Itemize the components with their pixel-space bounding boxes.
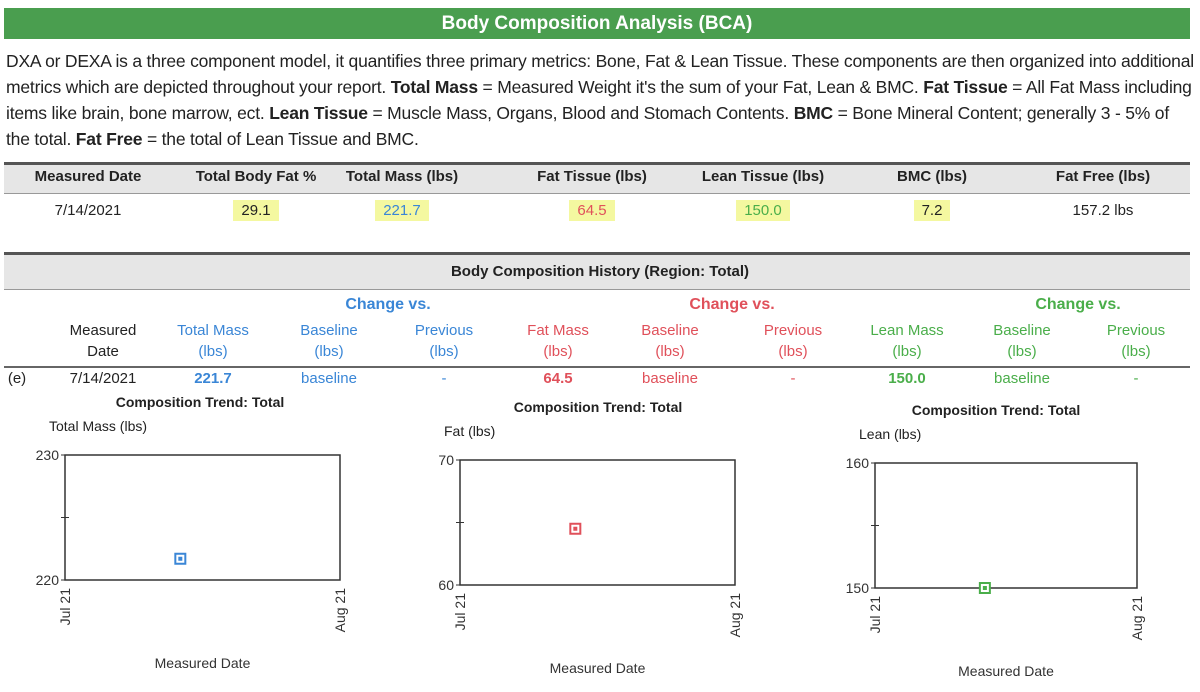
data-point: [978, 582, 991, 594]
history-divider: [4, 366, 1190, 368]
change-vs-label: Change vs.: [1035, 296, 1121, 313]
summary-value: 157.2 lbs: [1072, 202, 1134, 219]
summary-value: 29.1: [233, 200, 279, 221]
history-col-unit: (lbs): [543, 343, 573, 360]
data-point-center: [573, 526, 578, 531]
plot-frame: [874, 462, 1138, 589]
history-col-header: Previous: [414, 322, 474, 339]
history-value: 221.7: [194, 370, 232, 387]
intro-paragraph: DXA or DEXA is a three component model, …: [6, 48, 1196, 152]
data-point: [569, 522, 582, 535]
y-tick-label: 230: [36, 447, 60, 463]
x-tick-label: Aug 21: [332, 588, 348, 633]
report-title: Body Composition Analysis (BCA): [4, 8, 1190, 39]
data-point: [174, 552, 187, 565]
x-tick-label: Aug 21: [727, 593, 743, 638]
x-tick-label: Jul 21: [452, 593, 468, 631]
history-col-header: Lean Mass: [870, 322, 944, 339]
summary-col-header: Fat Tissue (lbs): [537, 168, 647, 185]
data-point-center: [982, 586, 987, 590]
x-axis-label: Measured Date: [550, 660, 646, 676]
plot-frame: [64, 454, 341, 581]
x-axis-label: Measured Date: [958, 663, 1054, 679]
y-tick-label: 70: [438, 452, 454, 468]
chart-title: Composition Trend: Total: [911, 402, 1081, 418]
date-label: Date: [87, 343, 119, 360]
history-col-unit: (lbs): [655, 343, 685, 360]
history-col-unit: (lbs): [198, 343, 228, 360]
history-col-unit: (lbs): [1007, 343, 1037, 360]
history-title: Body Composition History (Region: Total): [450, 263, 750, 280]
history-col-header: Baseline: [641, 322, 699, 339]
x-tick-label: Jul 21: [867, 596, 883, 634]
history-col-unit: (lbs): [892, 343, 922, 360]
y-tick-label: 220: [36, 572, 60, 588]
history-col-header: Previous: [763, 322, 823, 339]
summary-col-header: Total Mass (lbs): [345, 168, 459, 185]
intro-text: DXA or DEXA is a three component model, …: [6, 51, 1194, 97]
x-axis-label: Measured Date: [155, 655, 251, 671]
term-label: Total Mass: [390, 77, 478, 97]
history-col-header: Baseline: [993, 322, 1051, 339]
term-label: BMC: [793, 103, 833, 123]
history-value: baseline: [994, 370, 1050, 387]
intro-text: = Muscle Mass, Organs, Blood and Stomach…: [367, 103, 794, 123]
plot-frame: [459, 459, 736, 586]
history-header-band: [4, 252, 1190, 290]
x-tick-label: Aug 21: [1129, 596, 1145, 641]
history-value: baseline: [642, 370, 698, 387]
change-vs-label: Change vs.: [689, 296, 775, 313]
history-value: -: [1133, 370, 1139, 387]
history-col-unit: (lbs): [429, 343, 459, 360]
history-col-unit: (lbs): [314, 343, 344, 360]
y-tick-label: 150: [846, 580, 870, 596]
measured-label: Measured: [69, 322, 137, 339]
intro-text: = All Fat Mass including items like brai…: [6, 77, 1192, 123]
summary-value: 221.7: [375, 200, 429, 221]
summary-col-header: Fat Free (lbs): [1055, 168, 1151, 185]
summary-value: 64.5: [569, 200, 615, 221]
summary-col-header: Measured Date: [34, 168, 142, 185]
summary-col-header: BMC (lbs): [897, 168, 967, 185]
change-vs-label: Change vs.: [345, 296, 431, 313]
history-value: -: [441, 370, 447, 387]
intro-text: = Bone Mineral Content; generally 3 - 5%…: [6, 103, 1170, 149]
summary-col-header: Lean Tissue (lbs): [701, 168, 825, 185]
history-col-header: Previous: [1106, 322, 1166, 339]
history-value: 64.5: [543, 370, 573, 387]
term-label: Fat Tissue: [923, 77, 1008, 97]
chart-title: Composition Trend: Total: [115, 394, 285, 410]
term-label: Lean Tissue: [269, 103, 368, 123]
history-value: 150.0: [888, 370, 926, 387]
summary-header-band: [4, 162, 1190, 194]
data-point-center: [178, 556, 183, 561]
history-col-header: Fat Mass: [527, 322, 589, 339]
history-col-header: Baseline: [300, 322, 358, 339]
summary-value: 7/14/2021: [54, 202, 122, 219]
history-value: baseline: [301, 370, 357, 387]
estimate-marker: (e): [7, 370, 27, 387]
term-label: Fat Free: [75, 129, 143, 149]
history-date: 7/14/2021: [69, 370, 137, 387]
x-tick-label: Jul 21: [57, 588, 73, 626]
summary-value: 7.2: [913, 200, 951, 221]
chart-y-label: Total Mass (lbs): [49, 418, 148, 434]
summary-value: 150.0: [736, 200, 790, 221]
intro-text: = the total of Lean Tissue and BMC.: [142, 129, 419, 149]
chart-title: Composition Trend: Total: [513, 399, 683, 415]
y-tick-label: 60: [438, 577, 454, 593]
history-col-unit: (lbs): [1121, 343, 1151, 360]
chart-y-label: Fat (lbs): [444, 423, 496, 439]
history-value: -: [790, 370, 796, 387]
intro-text: = Measured Weight it's the sum of your F…: [477, 77, 924, 97]
history-col-unit: (lbs): [778, 343, 808, 360]
summary-col-header: Total Body Fat %: [195, 168, 317, 185]
history-col-header: Total Mass: [177, 322, 249, 339]
chart-y-label: Lean (lbs): [859, 426, 922, 442]
y-tick-label: 160: [846, 455, 870, 471]
